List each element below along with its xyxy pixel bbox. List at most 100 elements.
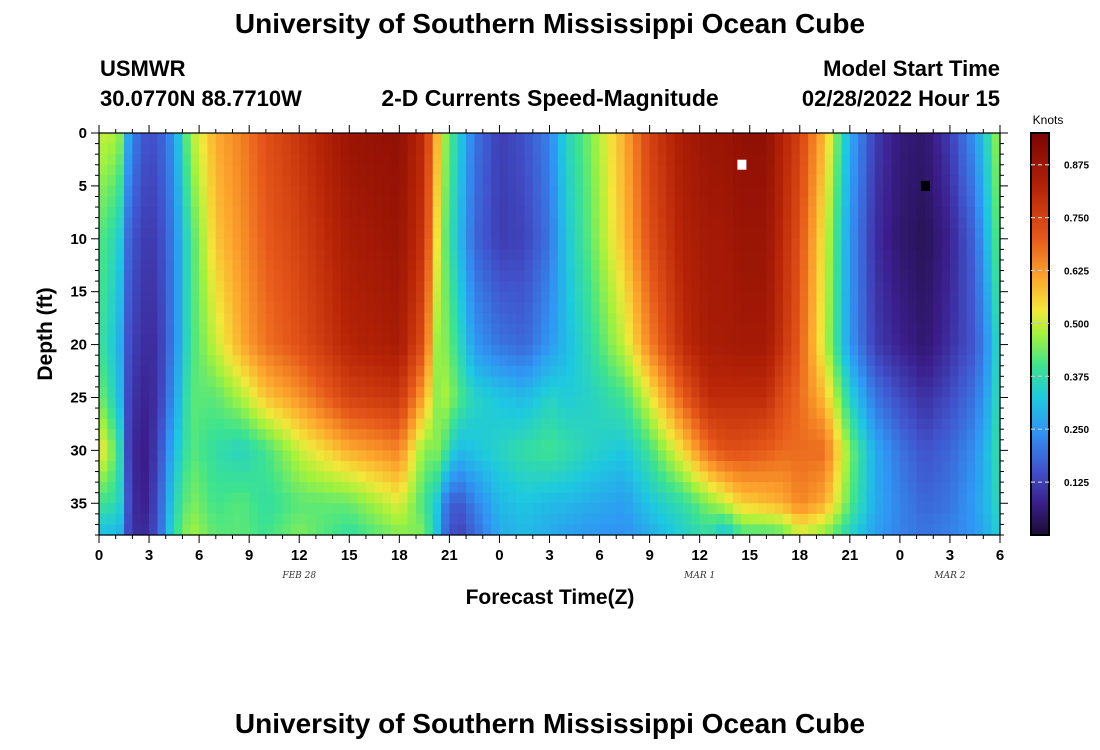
heatmap-cell [482,344,492,356]
heatmap-cell [240,492,250,504]
heatmap-cell [549,376,559,388]
heatmap-cell [632,471,642,483]
heatmap-cell [708,355,717,367]
heatmap-cell [624,482,634,494]
heatmap-cell [499,450,509,462]
heatmap-cell [507,429,517,441]
colorbar-tick-label: 0.375 [1064,372,1089,383]
heatmap-cell [874,524,884,536]
heatmap-cell [549,323,559,335]
heatmap-cell [532,439,542,451]
heatmap-cell [149,344,158,356]
heatmap-cell [491,164,501,176]
heatmap-cell [941,365,951,377]
heatmap-cell [916,312,926,325]
heatmap-cell [541,439,551,451]
heatmap-cell [774,439,784,451]
heatmap-cell [682,259,692,272]
heatmap-cell [541,196,551,208]
heatmap-cell [591,429,601,441]
heatmap-cell [182,397,192,409]
heatmap-cell [307,439,317,451]
heatmap-cell [866,524,876,536]
heatmap-cell [290,270,300,282]
heatmap-cell [566,164,576,176]
heatmap-cell [699,323,709,335]
heatmap-cell [357,503,367,515]
heatmap-cell [591,164,601,176]
heatmap-cell [566,334,576,346]
heatmap-cell [340,143,350,155]
heatmap-cell [99,439,108,451]
heatmap-cell [749,302,759,314]
heatmap-cell [557,281,567,293]
heatmap-cell [499,291,509,303]
heatmap-cell [791,249,801,261]
heatmap-cell [866,365,876,377]
heatmap-cell [799,207,809,219]
heatmap-cell [457,259,467,272]
heatmap-cell [691,344,701,356]
heatmap-cell [833,270,843,282]
heatmap-cell [566,439,576,451]
heatmap-cell [557,376,567,388]
heatmap-cell [574,270,584,282]
heatmap-cell [916,397,926,409]
heatmap-cell [399,259,409,272]
heatmap-cell [716,418,726,430]
heatmap-cell [199,133,209,145]
heatmap-cell [215,513,225,526]
heatmap-cell [582,238,592,250]
heatmap-cell [432,355,442,367]
heatmap-cell [616,154,626,166]
heatmap-cell [182,133,192,145]
heatmap-cell [741,386,751,399]
heatmap-cell [582,185,592,198]
heatmap-cell [899,439,909,451]
heatmap-cell [941,185,951,198]
heatmap-cell [874,175,884,187]
heatmap-cell [691,429,701,441]
heatmap-cell [449,397,459,409]
heatmap-cell [691,355,701,367]
heatmap-cell [265,376,275,388]
heatmap-cell [457,365,467,377]
heatmap-cell [99,492,108,504]
heatmap-cell [132,397,142,409]
heatmap-cell [724,207,734,219]
heatmap-cell [607,492,617,504]
heatmap-cell [991,450,1001,462]
heatmap-cell [599,302,609,314]
heatmap-cell [157,513,167,526]
heatmap-cell [958,408,968,420]
heatmap-cell [424,133,434,145]
heatmap-cell [165,450,175,462]
heatmap-cell [549,482,559,494]
heatmap-cell [924,429,934,441]
heatmap-cell [124,196,133,208]
heatmap-cell [224,524,234,536]
heatmap-cell [649,133,659,145]
heatmap-cell [908,429,918,441]
heatmap-cell [824,175,834,187]
x-tick-label: 0 [896,547,904,564]
heatmap-cell [424,164,434,176]
heatmap-cell [199,482,209,494]
heatmap-cell [374,154,384,166]
heatmap-cell [858,418,868,430]
heatmap-cell [758,207,767,219]
heatmap-cell [115,524,125,536]
heatmap-cell [374,513,384,526]
heatmap-cell [924,503,934,515]
heatmap-cell [340,471,350,483]
heatmap-cell [716,450,726,462]
heatmap-cell [249,365,259,377]
heatmap-cell [874,228,884,240]
heatmap-cell [416,207,425,219]
heatmap-cell [474,344,484,356]
heatmap-cell [274,196,284,208]
heatmap-cell [399,376,409,388]
heatmap-cell [224,238,234,250]
heatmap-cell [783,418,793,430]
